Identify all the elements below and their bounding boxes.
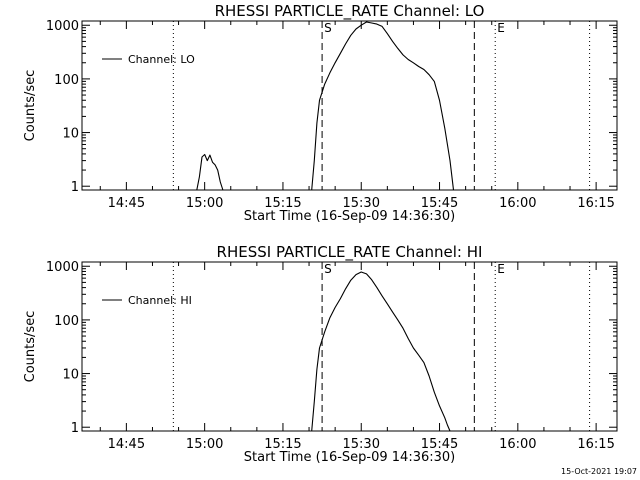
panel-2-chart-title: RHESSI PARTICLE_RATE Channel: HI [217,243,483,262]
panel-2-y-tick-label-2: 100 [54,314,79,329]
panel-1-x-tick-label-1: 15:00 [186,196,223,211]
panel-1-y-tick-label-3: 1000 [46,19,79,34]
panel-2-x-tick-label-5: 16:00 [499,437,536,452]
panel-1-x-tick-label-3: 15:30 [343,196,380,211]
panel-2-y-axis-label: Counts/sec [23,311,38,383]
panel-2-x-tick-label-1: 15:00 [186,437,223,452]
panel-2-x-tick-label-2: 15:15 [264,437,301,452]
panel-1-x-tick-label-2: 15:15 [264,196,301,211]
panel-1-x-tick-label-5: 16:00 [499,196,536,211]
panel-2-y-tick-label-3: 1000 [46,260,79,275]
panel-2-legend-label: Channel: HI [128,294,192,307]
panel-2-x-tick-label-3: 15:30 [343,437,380,452]
panel-2-marker-label-E: E [497,262,505,276]
panel-2-series-line-0-seg-0 [311,271,451,432]
panel-1-marker-label-E: E [497,21,505,35]
panel-2-x-axis-label: Start Time (16-Sep-09 14:36:30) [244,450,455,465]
panel-2-marker-label-S: S [324,262,332,276]
panel-2-x-tick-label-6: 16:15 [577,437,614,452]
panel-1-series-line-0-seg-1 [311,21,455,191]
panel-1-legend-label: Channel: LO [128,53,195,66]
panel-2-plot-frame [81,261,618,432]
footer-timestamp: 15-Oct-2021 19:07 [561,467,637,476]
panel-2-x-tick-label-0: 14:45 [108,437,145,452]
panel-1-x-axis-label: Start Time (16-Sep-09 14:36:30) [244,209,455,224]
panel-1-series-line-0-seg-0 [196,153,224,191]
panel-1-chart-title: RHESSI PARTICLE_RATE Channel: LO [215,2,485,21]
panel-1-y-tick-label-1: 10 [62,127,79,142]
panel-1-x-tick-label-4: 15:45 [421,196,458,211]
panel-1-x-tick-label-6: 16:15 [577,196,614,211]
panel-1-y-tick-label-0: 1 [71,180,79,195]
panel-1-x-tick-label-0: 14:45 [108,196,145,211]
panel-1-marker-label-S: S [324,21,332,35]
panel-1-y-tick-label-2: 100 [54,73,79,88]
panel-1-plot-frame [81,20,618,191]
panel-2-y-tick-label-1: 10 [62,368,79,383]
panel-1-y-axis-label: Counts/sec [23,70,38,142]
panel-2-x-tick-label-4: 15:45 [421,437,458,452]
panel-2-y-tick-label-0: 1 [71,421,79,436]
